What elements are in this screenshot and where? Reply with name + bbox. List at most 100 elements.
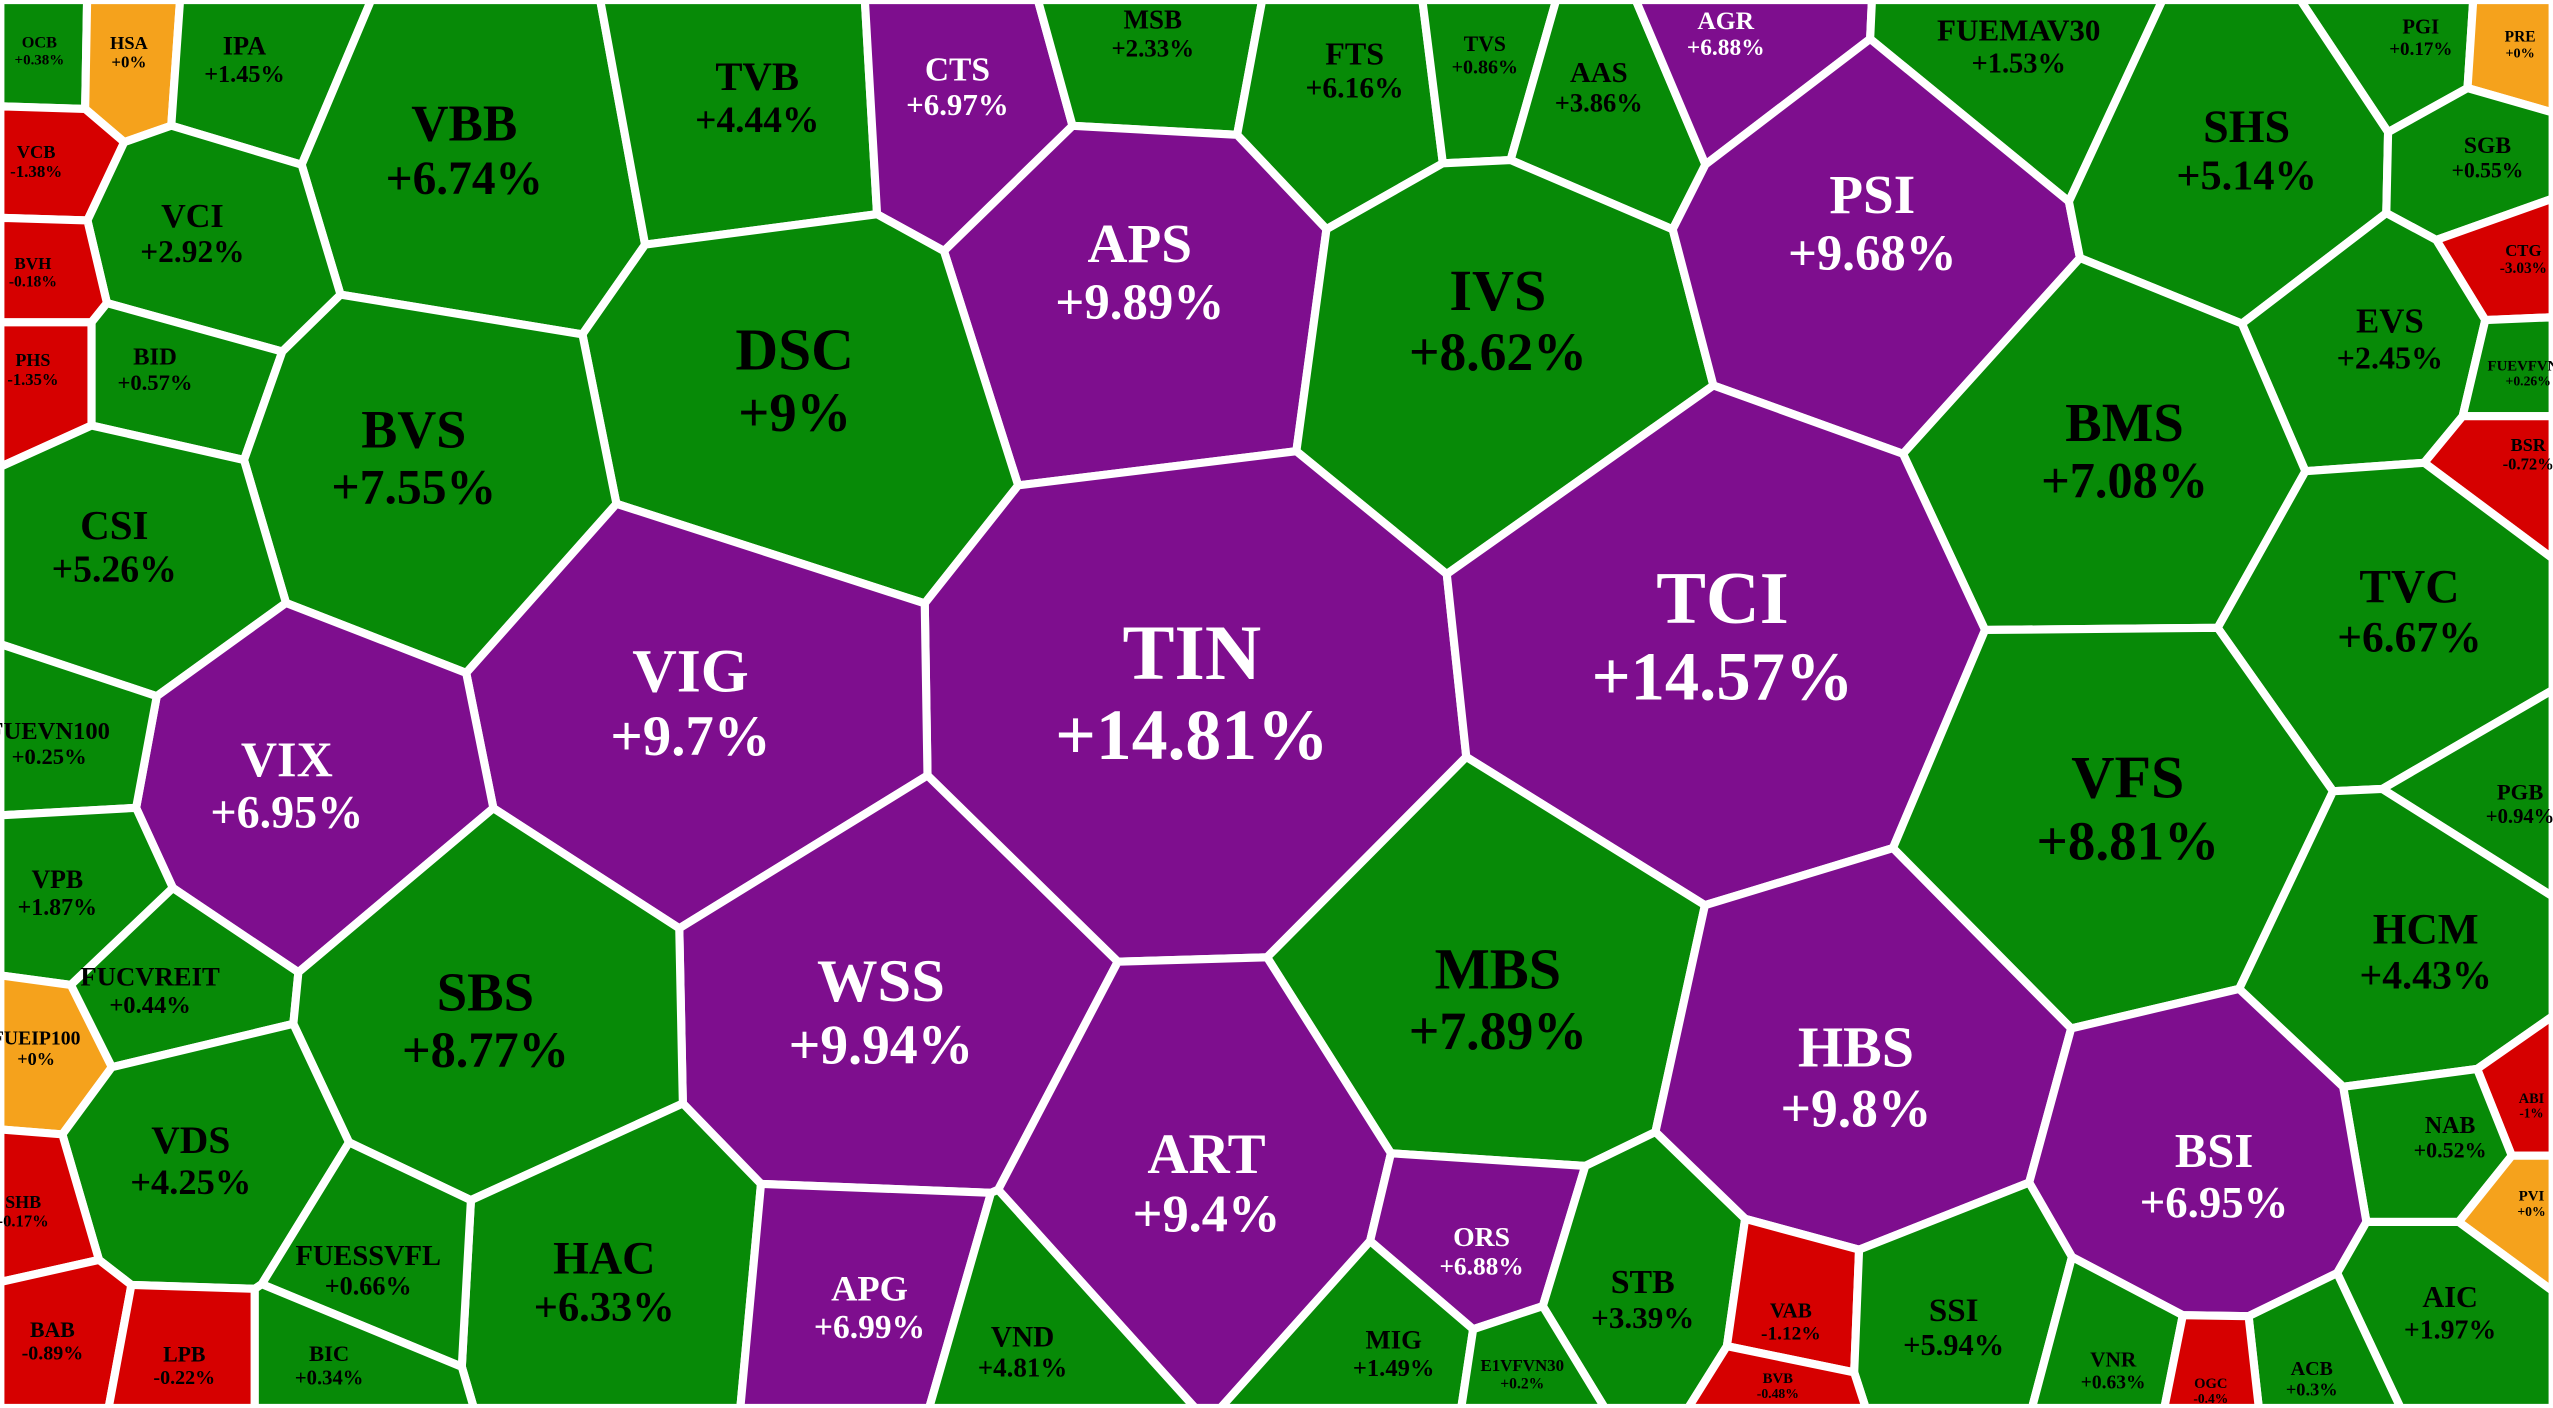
change-label: +6.95%: [210, 787, 363, 838]
stock-cell: [925, 1185, 1200, 1408]
change-label: +8.62%: [1409, 322, 1587, 382]
change-label: +3.39%: [1591, 1300, 1694, 1335]
change-label: +7.55%: [331, 459, 496, 514]
ticker: APG: [831, 1268, 908, 1308]
change-label: +6.74%: [386, 153, 543, 205]
change-label: +9.8%: [1780, 1079, 1931, 1139]
change-label: +9%: [738, 382, 851, 443]
change-label: +0.3%: [2286, 1380, 2338, 1400]
ticker: FUEVN100: [0, 718, 110, 745]
change-label: +4.81%: [978, 1353, 1068, 1383]
ticker: NAB: [2425, 1113, 2476, 1139]
ticker: IPA: [223, 32, 266, 61]
ticker: FUEIP100: [0, 1028, 81, 1050]
ticker: HBS: [1798, 1015, 1914, 1080]
change-label: -0.18%: [9, 273, 57, 290]
ticker: PVI: [2519, 1189, 2545, 1205]
ticker: OCB: [22, 34, 57, 52]
change-label: +9.94%: [789, 1014, 974, 1076]
ticker: BMS: [2065, 392, 2184, 453]
ticker: VAB: [1770, 1299, 1812, 1323]
change-label: -1.12%: [1761, 1323, 1821, 1344]
ticker: FUEMAV30: [1937, 12, 2100, 47]
change-label: +0.63%: [2081, 1372, 2146, 1393]
ticker: PGB: [2497, 780, 2543, 805]
ticker: HSA: [110, 33, 149, 53]
ticker: HAC: [553, 1232, 655, 1283]
change-label: +0.17%: [2389, 39, 2452, 60]
stock-cell: [1684, 1342, 1870, 1408]
change-label: +0.26%: [2506, 374, 2551, 389]
ticker: MBS: [1435, 937, 1562, 1002]
change-label: -1%: [2519, 1106, 2543, 1121]
change-label: -3.03%: [2500, 260, 2547, 277]
ticker: SHB: [5, 1192, 41, 1212]
ticker: ABI: [2519, 1091, 2545, 1107]
change-label: +6.97%: [906, 87, 1009, 122]
change-label: +9.89%: [1055, 275, 1224, 331]
change-label: +0.25%: [12, 744, 87, 769]
ticker: BVH: [14, 254, 51, 273]
ticker: CTS: [925, 51, 990, 88]
ticker: BAB: [30, 1318, 75, 1342]
change-label: +0.57%: [117, 370, 192, 395]
ticker: PGI: [2402, 16, 2439, 38]
ticker: TVB: [715, 54, 799, 99]
ticker: VNR: [2090, 1347, 2137, 1371]
ticker: VDS: [151, 1118, 230, 1162]
ticker: VCI: [161, 198, 224, 235]
change-label: +1.97%: [2404, 1314, 2496, 1345]
labels: OCB+0.38%HSA+0%IPA+1.45%VBB+6.74%TVB+4.4…: [0, 4, 2553, 1405]
ticker: IVS: [1449, 258, 1546, 323]
ticker: VCB: [17, 142, 56, 162]
change-label: -1.38%: [10, 162, 62, 181]
ticker: PHS: [15, 350, 50, 370]
change-label: +6.99%: [814, 1309, 925, 1346]
change-label: +2.33%: [1111, 35, 1194, 62]
change-label: +4.43%: [2360, 952, 2492, 997]
change-label: +9.68%: [1788, 225, 1957, 281]
ticker: FTS: [1325, 36, 1384, 72]
ticker: HCM: [2373, 906, 2479, 954]
change-label: +14.57%: [1592, 639, 1854, 715]
change-label: +6.95%: [2140, 1177, 2289, 1227]
change-label: -0.72%: [2503, 454, 2553, 473]
ticker: EVS: [2356, 301, 2424, 340]
change-label: +1.53%: [1971, 48, 2066, 79]
ticker: ART: [1147, 1123, 1265, 1186]
change-label: +4.25%: [130, 1162, 251, 1202]
change-label: +0.2%: [1500, 1375, 1544, 1392]
ticker: VPB: [31, 865, 83, 894]
change-label: -0.17%: [0, 1211, 49, 1230]
change-label: +5.14%: [2176, 153, 2316, 200]
ticker: BSI: [2175, 1124, 2253, 1178]
ticker: SBS: [437, 962, 534, 1023]
ticker: AGR: [1697, 6, 1754, 35]
change-label: +1.45%: [204, 61, 285, 88]
change-label: -0.48%: [1757, 1386, 1799, 1401]
ticker: TIN: [1123, 610, 1262, 696]
ticker: MIG: [1366, 1325, 1423, 1355]
stock-cell: [250, 1280, 478, 1408]
change-label: +14.81%: [1055, 696, 1329, 775]
ticker: TVC: [2359, 562, 2459, 614]
change-label: +0.94%: [2486, 806, 2553, 828]
ticker: FUCVREIT: [80, 962, 220, 992]
change-label: +4.44%: [695, 100, 819, 141]
ticker: FUESSVFL: [295, 1241, 441, 1272]
change-label: +6.33%: [534, 1284, 675, 1331]
change-label: +0%: [111, 53, 146, 72]
change-label: +5.94%: [1903, 1328, 2004, 1362]
ticker: BID: [133, 344, 177, 371]
change-label: +8.77%: [402, 1022, 569, 1078]
change-label: +2.45%: [2337, 339, 2443, 375]
change-label: +5.26%: [52, 548, 177, 590]
change-label: +0%: [2505, 45, 2534, 61]
ticker: BVB: [1763, 1371, 1794, 1387]
change-label: +1.49%: [1353, 1355, 1435, 1382]
ticker: TVS: [1464, 32, 1506, 56]
change-label: -1.35%: [7, 370, 58, 389]
ticker: LPB: [163, 1342, 205, 1366]
ticker: VBB: [411, 96, 517, 153]
